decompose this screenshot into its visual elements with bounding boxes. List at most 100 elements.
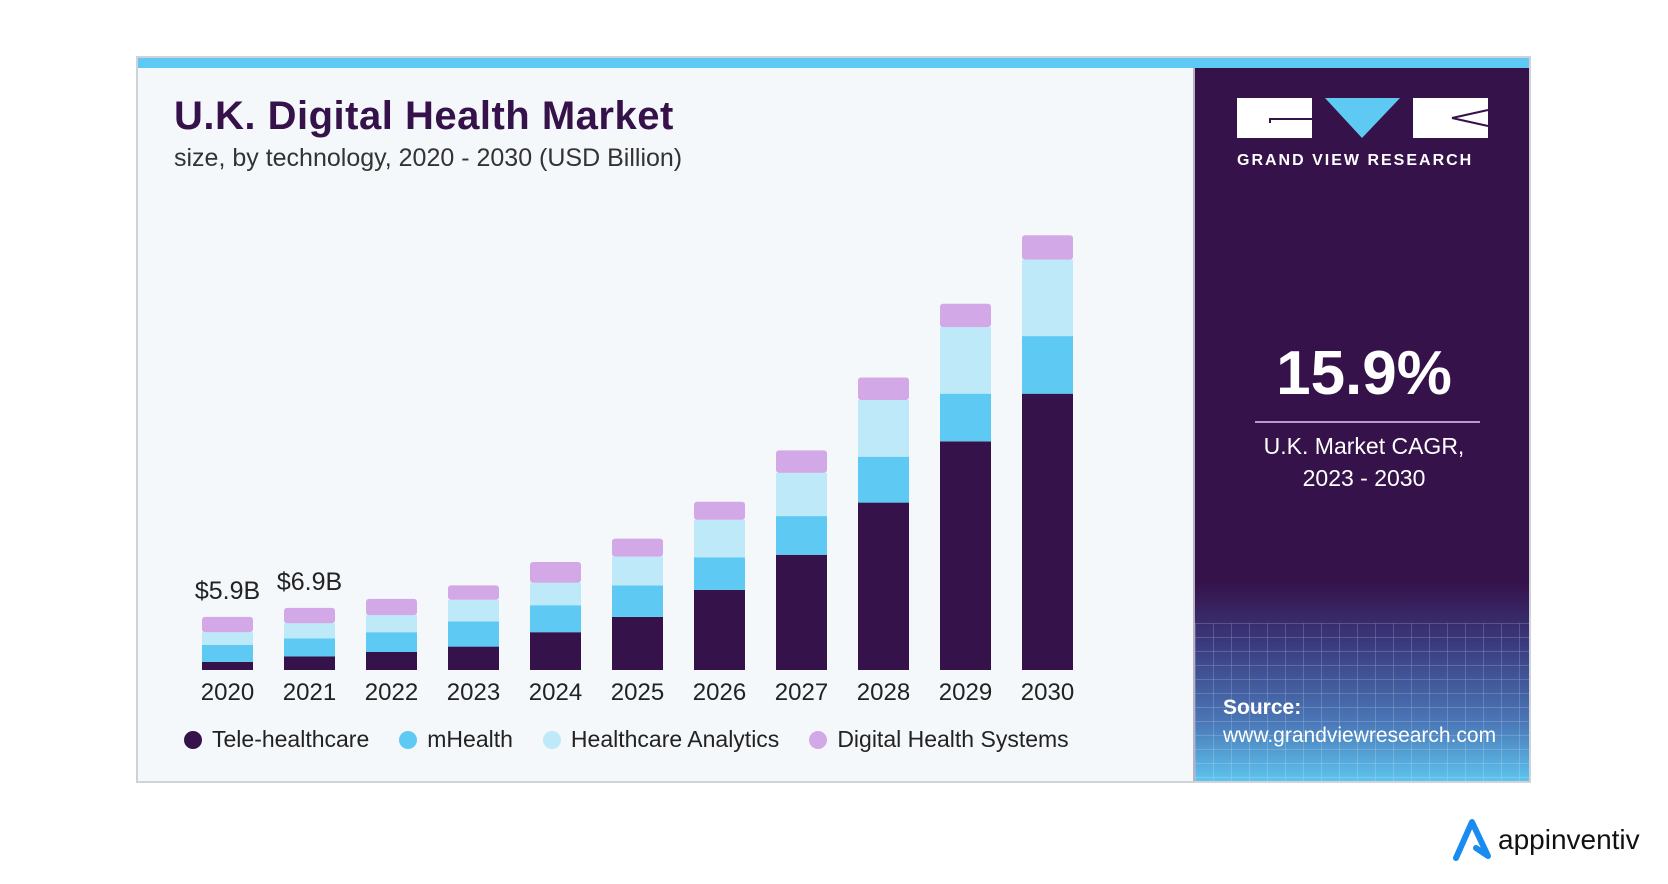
bar-segment-tele-healthcare-2022 (366, 652, 417, 670)
bar-segment-mhealth-2020 (202, 644, 253, 662)
bar-segment-tele-healthcare-2029 (940, 441, 991, 670)
bar-2021 (284, 607, 335, 670)
bar-segment-mhealth-2029 (940, 393, 991, 442)
bar-segment-tele-healthcare-2024 (530, 632, 581, 670)
bar-segment-mhealth-2023 (448, 621, 499, 647)
panel-grid-pattern (1195, 623, 1529, 781)
bar-2022 (366, 598, 417, 670)
info-panel: GRAND VIEW RESEARCH 15.9% U.K. Market CA… (1193, 68, 1529, 781)
bar-segment-mhealth-2024 (530, 605, 581, 633)
bar-segment-healthcare-analytics-2023 (448, 599, 499, 622)
x-tick-label: 2026 (693, 679, 746, 706)
bar-segment-digital-health-systems-2021 (284, 607, 335, 624)
accent-bar (138, 58, 1529, 68)
legend-label: Digital Health Systems (837, 726, 1069, 752)
x-tick-label: 2023 (447, 679, 500, 706)
bar-2026 (694, 501, 745, 670)
bar-segment-healthcare-analytics-2029 (940, 327, 991, 394)
bar-segment-digital-health-systems-2027 (776, 450, 827, 473)
bar-segment-healthcare-analytics-2024 (530, 582, 581, 606)
bar-segment-healthcare-analytics-2020 (202, 632, 253, 645)
bar-2029 (940, 303, 991, 670)
cagr-value: 15.9% (1276, 339, 1452, 408)
legend-swatch (184, 730, 202, 749)
legend-label: mHealth (427, 726, 513, 752)
cagr-label-line2: 2023 - 2030 (1302, 465, 1426, 491)
x-tick-label: 2030 (1021, 679, 1074, 706)
bar-segment-healthcare-analytics-2025 (612, 556, 663, 586)
bar-segment-tele-healthcare-2023 (448, 646, 499, 670)
legend-swatch (542, 730, 561, 749)
bar-segment-tele-healthcare-2025 (612, 616, 663, 670)
x-tick-label: 2029 (939, 679, 992, 706)
x-tick-label: 2022 (365, 679, 418, 706)
bar-2027 (776, 450, 827, 670)
bar-segment-mhealth-2021 (284, 638, 335, 657)
stacked-bar-chart: 2020 $5.9B 2021 $6.9B 2022 2023 2024 2025 2026 20… (195, 235, 1074, 706)
bar-segment-tele-healthcare-2026 (694, 589, 745, 670)
bar-segment-mhealth-2030 (1022, 336, 1073, 394)
bar-segment-digital-health-systems-2022 (366, 598, 417, 616)
bar-segment-healthcare-analytics-2028 (858, 400, 909, 457)
bar-2025 (612, 538, 663, 670)
legend-swatch (399, 730, 418, 749)
data-label-2021: $6.9B (277, 568, 342, 596)
bar-segment-mhealth-2028 (858, 456, 909, 503)
legend-item-mhealth: mHealth (399, 726, 513, 753)
legend-label: Tele-healthcare (212, 726, 370, 752)
x-tick-label: 2027 (775, 679, 828, 706)
panel-gradient (1195, 583, 1529, 781)
bar-segment-mhealth-2026 (694, 557, 745, 590)
legend: Tele-healthcare mHealth Healthcare Analy… (184, 726, 1069, 753)
bar-segment-digital-health-systems-2026 (694, 501, 745, 520)
x-tick-label: 2025 (611, 679, 664, 706)
source-title: Source: (1223, 696, 1302, 719)
bar-segment-mhealth-2027 (776, 516, 827, 555)
grand-view-research-logo (1237, 98, 1489, 138)
bar-2020 (202, 616, 253, 670)
bar-segment-digital-health-systems-2020 (202, 616, 253, 633)
appinventiv-text: appinventiv (1498, 824, 1640, 855)
legend-item-healthcare-analytics: Healthcare Analytics (542, 726, 780, 753)
chart-title: U.K. Digital Health Market (174, 94, 674, 138)
cagr-divider (1255, 421, 1480, 423)
bar-2028 (858, 377, 909, 670)
cagr-label: U.K. Market CAGR, 2023 - 2030 (1195, 430, 1529, 494)
bar-segment-tele-healthcare-2027 (776, 554, 827, 670)
x-tick-label: 2020 (201, 679, 254, 706)
bar-segment-healthcare-analytics-2030 (1022, 259, 1073, 337)
x-tick-label: 2028 (857, 679, 910, 706)
appinventiv-watermark: appinventiv (1452, 818, 1640, 862)
legend-item-tele-healthcare: Tele-healthcare (184, 726, 369, 753)
bar-2023 (448, 585, 499, 670)
bar-segment-digital-health-systems-2029 (940, 303, 991, 328)
chart-card: U.K. Digital Health Market size, by tech… (136, 56, 1531, 783)
brand-name: GRAND VIEW RESEARCH (1237, 152, 1474, 169)
bar-segment-digital-health-systems-2028 (858, 377, 909, 400)
bar-segment-healthcare-analytics-2021 (284, 623, 335, 639)
data-label-2020: $5.9B (195, 577, 260, 605)
x-tick-label: 2024 (529, 679, 582, 706)
bar-segment-digital-health-systems-2023 (448, 585, 499, 600)
source-url[interactable]: www.grandviewresearch.com (1223, 724, 1497, 747)
legend-item-digital-health-systems: Digital Health Systems (809, 726, 1069, 753)
bar-segment-digital-health-systems-2030 (1022, 235, 1073, 260)
bar-2024 (530, 562, 581, 670)
chart-subtitle: size, by technology, 2020 - 2030 (USD Bi… (174, 144, 683, 172)
x-tick-label: 2021 (283, 679, 336, 706)
bar-segment-healthcare-analytics-2022 (366, 615, 417, 633)
bar-segment-tele-healthcare-2021 (284, 656, 335, 670)
bar-2030 (1022, 235, 1073, 670)
bar-segment-tele-healthcare-2030 (1022, 393, 1073, 670)
bar-segment-digital-health-systems-2025 (612, 538, 663, 557)
bar-segment-mhealth-2022 (366, 632, 417, 652)
legend-swatch (809, 730, 828, 749)
bar-segment-healthcare-analytics-2027 (776, 472, 827, 517)
bar-segment-digital-health-systems-2024 (530, 562, 581, 583)
bar-segment-tele-healthcare-2020 (202, 661, 253, 670)
bar-segment-tele-healthcare-2028 (858, 502, 909, 670)
bar-segment-mhealth-2025 (612, 585, 663, 617)
cagr-label-line1: U.K. Market CAGR, (1263, 433, 1465, 459)
legend-label: Healthcare Analytics (570, 726, 780, 752)
appinventiv-logo-icon (1453, 819, 1491, 861)
